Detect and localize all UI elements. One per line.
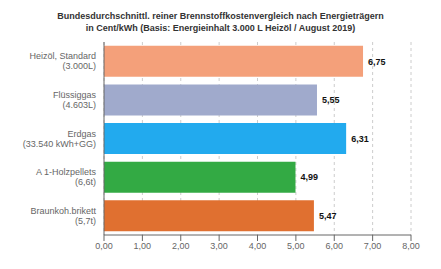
svg-text:Heizöl, Standard(3.000L): Heizöl, Standard(3.000L) (29, 51, 96, 71)
svg-text:5,00: 5,00 (287, 241, 305, 251)
svg-text:4,00: 4,00 (249, 241, 267, 251)
svg-text:0,00: 0,00 (95, 241, 113, 251)
svg-text:Erdgas(33.540 kWh+GG): Erdgas(33.540 kWh+GG) (23, 129, 97, 149)
svg-text:2,00: 2,00 (172, 241, 190, 251)
svg-text:6,75: 6,75 (368, 57, 386, 67)
svg-text:5,47: 5,47 (319, 211, 337, 221)
html-text:in Cent/kWh (Basis: Energieinh: in Cent/kWh (Basis: Energieinhalt 3.000 … (85, 23, 356, 33)
html-text:Bundesdurchschnittl. reiner Br: Bundesdurchschnittl. reiner Brennstoffko… (57, 11, 384, 21)
svg-text:1,00: 1,00 (134, 241, 152, 251)
svg-text:3,00: 3,00 (210, 241, 228, 251)
svg-text:A 1-Holzpellets(6,6t): A 1-Holzpellets(6,6t) (36, 167, 97, 187)
svg-text:7,00: 7,00 (364, 241, 382, 251)
svg-text:6,00: 6,00 (325, 241, 343, 251)
svg-text:6,31: 6,31 (351, 134, 369, 144)
svg-text:8,00: 8,00 (402, 241, 420, 251)
svg-text:5,55: 5,55 (322, 95, 340, 105)
svg-text:Braunkoh.brikett(5,7t): Braunkoh.brikett(5,7t) (30, 206, 96, 226)
svg-text:Flüssiggas(4.603L): Flüssiggas(4.603L) (53, 90, 97, 110)
svg-text:4,99: 4,99 (300, 172, 318, 182)
